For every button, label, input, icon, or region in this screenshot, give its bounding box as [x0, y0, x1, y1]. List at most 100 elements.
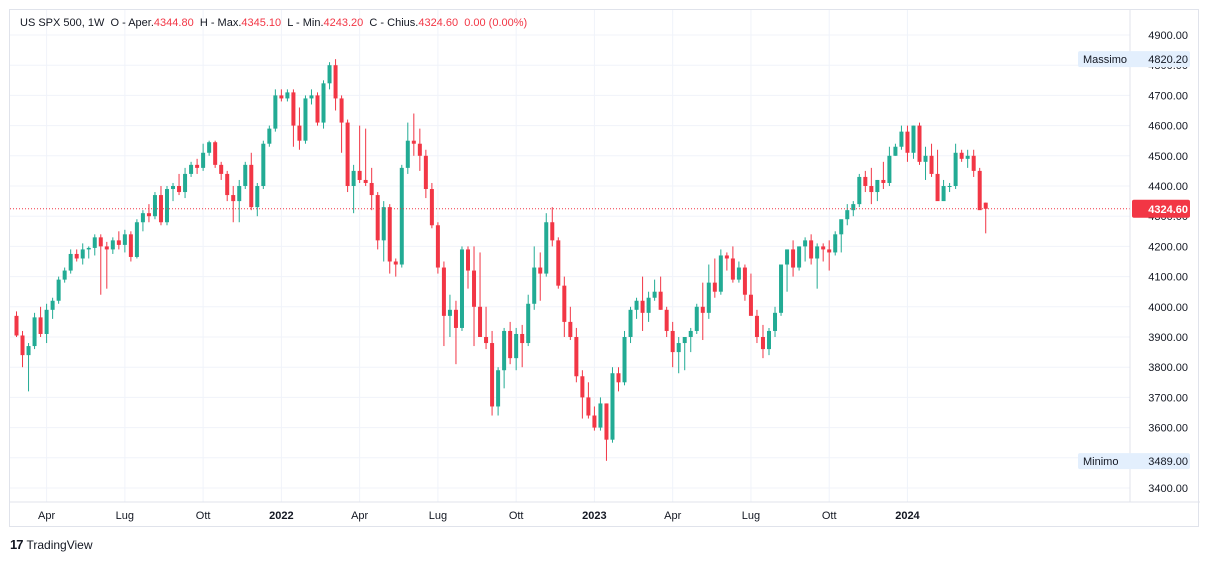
candle-body [195, 164, 200, 168]
candle-body [327, 65, 332, 84]
price-tick-label: 3900.00 [1148, 332, 1188, 344]
candle-body [502, 330, 507, 371]
time-axis[interactable]: Apr Lug Ott 2022 Apr Lug Ott 2023 Apr Lug Ott 2024 [10, 501, 1200, 522]
candle-body [116, 240, 121, 245]
price-tick-label: 4600.00 [1148, 121, 1188, 133]
low-label: L - Min. [287, 17, 324, 29]
candle-body [544, 222, 549, 274]
tradingview-logo-icon[interactable]: 17 [10, 537, 24, 552]
high-label: H - Max. [199, 17, 242, 29]
candle-body [14, 315, 19, 336]
candle-body [893, 146, 898, 156]
candle-body [821, 246, 826, 250]
candle-body [399, 167, 404, 265]
candle-body [839, 219, 844, 235]
candle-body [574, 337, 579, 377]
candle-body [423, 155, 428, 190]
candle-body [171, 186, 176, 190]
candle-body [616, 373, 621, 383]
candle-body [947, 186, 952, 187]
candle-body [508, 330, 513, 359]
candle-body [237, 186, 242, 202]
candle-body [165, 189, 169, 223]
change-value: 0.00 (0.00%) [464, 17, 528, 29]
candle-body [568, 321, 573, 337]
candle-body [128, 234, 133, 257]
candle-body [724, 255, 729, 259]
candle-body [447, 309, 452, 316]
candle-body [140, 213, 145, 223]
candle-body [315, 95, 320, 123]
candle-body [935, 173, 940, 202]
candle-body [598, 403, 603, 428]
candle-body [459, 249, 464, 328]
high-value: 4345.10 [241, 17, 282, 29]
candle-body [815, 246, 820, 259]
candle-body [712, 282, 717, 292]
candle-body [285, 92, 290, 99]
symbol-label[interactable]: US SPX 500, 1W [20, 17, 105, 29]
candle-body [134, 222, 139, 257]
candle-body [760, 337, 765, 350]
candle-body [863, 176, 868, 186]
price-axis[interactable]: 3400.003500.003600.003700.003800.003900.… [1129, 10, 1188, 502]
candle-body [610, 373, 615, 440]
candle-body [520, 333, 525, 344]
candle-body [177, 186, 182, 193]
candle-body [273, 95, 278, 129]
candle-body [496, 370, 501, 407]
candle-body [791, 249, 796, 268]
candle-body [748, 294, 753, 316]
candle-body [923, 155, 928, 162]
candle-body [333, 65, 338, 99]
candle-body [682, 337, 687, 344]
price-chart[interactable]: 3400.003500.003600.003700.003800.003900.… [10, 10, 1200, 528]
candle-body [833, 234, 838, 253]
candle-body [152, 195, 157, 217]
candle-body [56, 279, 61, 301]
candle-body [983, 202, 988, 209]
brand-name[interactable]: TradingView [26, 537, 93, 552]
candle-body [279, 95, 284, 99]
candle-body [773, 312, 778, 331]
candle-body [646, 297, 651, 313]
candle-body [490, 343, 495, 407]
candle-body [375, 195, 380, 241]
candle-body [339, 98, 344, 123]
candle-body [694, 306, 699, 331]
candle-body [369, 182, 374, 196]
candle-body [556, 240, 561, 286]
candle-body [357, 170, 362, 180]
min-badge-label-bg [1078, 453, 1190, 470]
candle-body [580, 376, 585, 398]
candle-body [38, 317, 43, 334]
time-tick-label: 2024 [895, 510, 920, 522]
candle-body [664, 309, 669, 331]
candle-body [405, 140, 410, 168]
price-tick-label: 3400.00 [1148, 483, 1188, 495]
footer: 17 TradingView [10, 537, 93, 552]
price-tick-label: 3600.00 [1148, 423, 1188, 435]
candle-body [387, 207, 392, 262]
candle-body [297, 125, 302, 141]
candle-body [92, 237, 97, 248]
candle-body [899, 131, 904, 147]
candle-body [309, 95, 314, 99]
chart-frame[interactable]: 3400.003500.003600.003700.003800.003900.… [9, 9, 1200, 528]
candle-body [411, 140, 416, 144]
price-tick-label: 4500.00 [1148, 151, 1188, 163]
candle-body [303, 98, 308, 141]
candle-body [622, 337, 627, 383]
candle-body [700, 306, 705, 313]
candle-body [466, 249, 470, 271]
candle-body [779, 264, 784, 313]
candle-body [526, 303, 531, 344]
time-tick-label: Apr [351, 510, 368, 522]
low-value: 4243.20 [323, 17, 364, 29]
candle-body [971, 155, 976, 171]
candle-body [381, 207, 386, 241]
candle-body [98, 237, 103, 247]
grid [10, 10, 1130, 502]
candle-body [267, 128, 272, 144]
min-badge-value: 3489.00 [1148, 456, 1188, 468]
